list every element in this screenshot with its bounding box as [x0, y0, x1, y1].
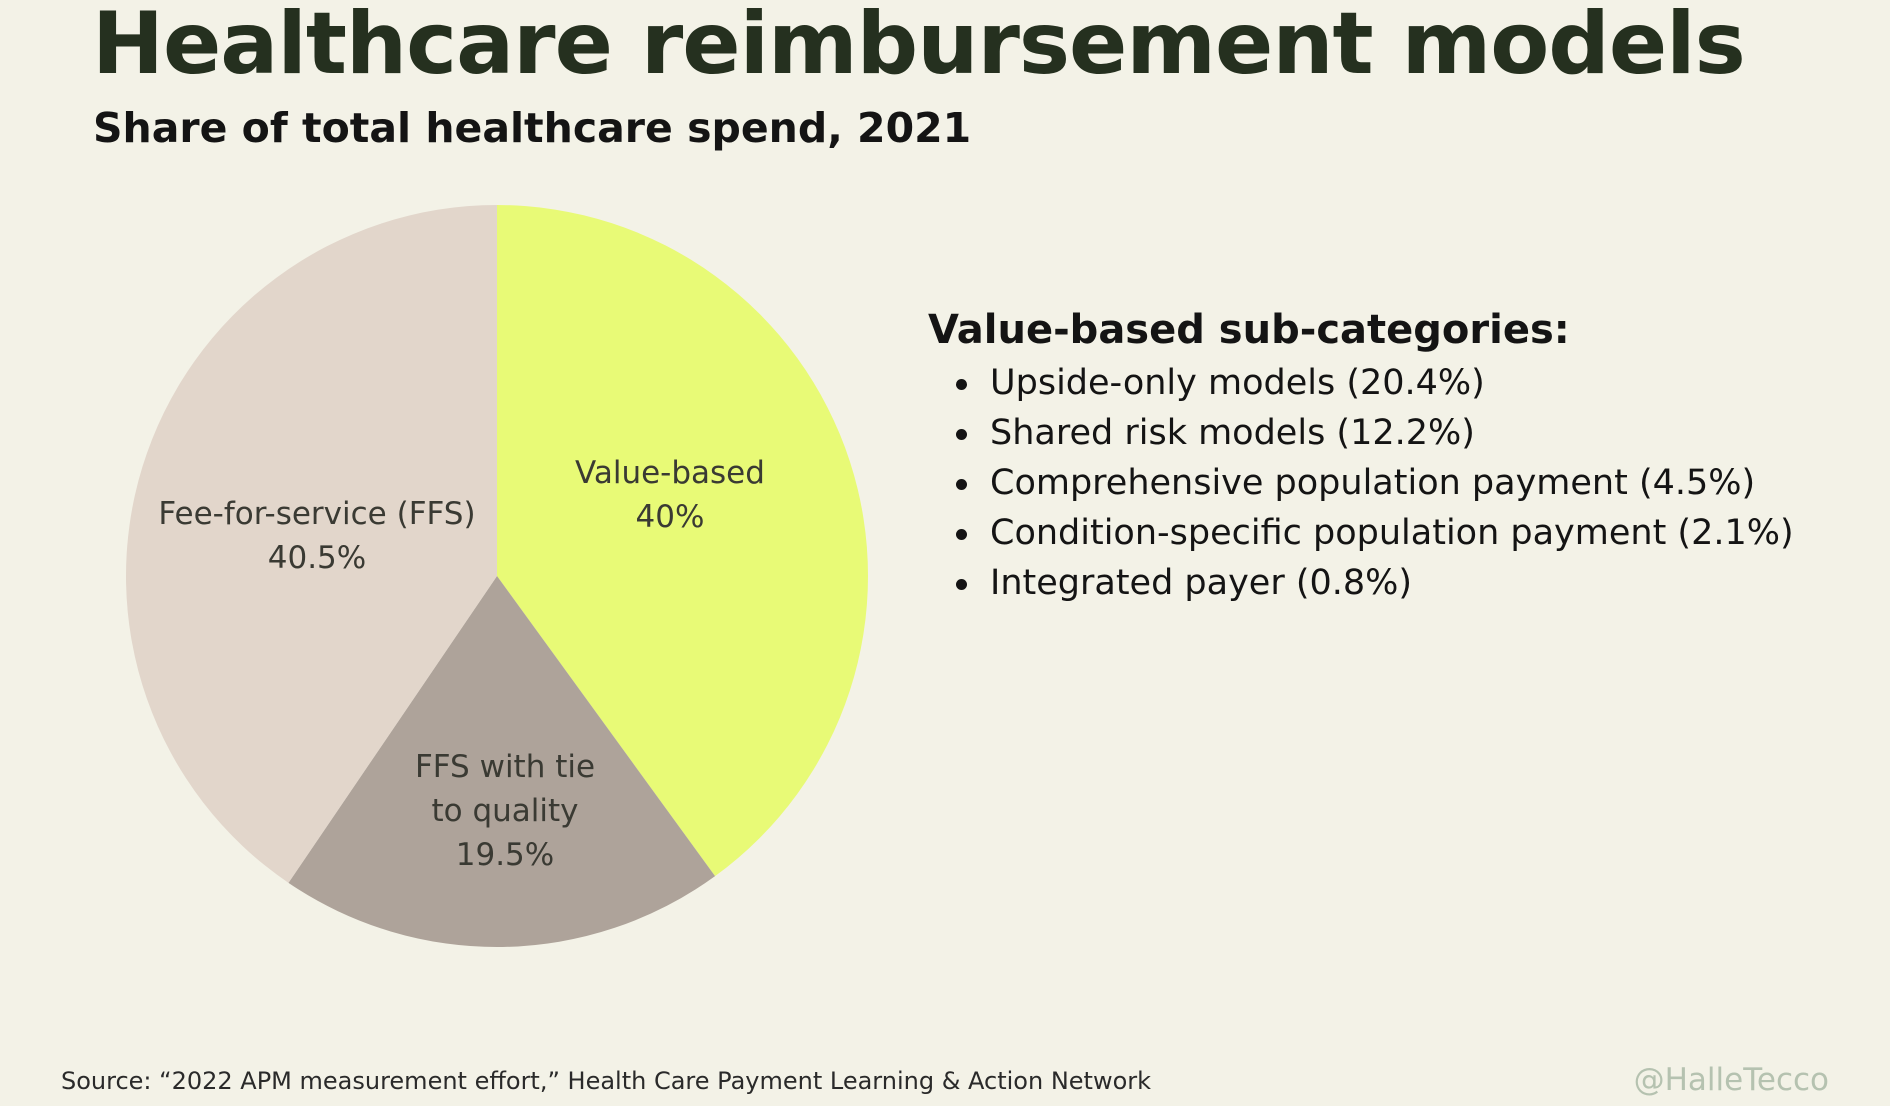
- subcategory-item-integrated-payer: Integrated payer (0.8%): [928, 558, 1794, 608]
- pie-slice-fee-for-service-ffs: [125, 204, 497, 883]
- page-title: Healthcare reimbursement models: [92, 0, 1746, 94]
- subcategories-heading: Value-based sub-categories:: [928, 307, 1570, 353]
- slice-name-label-value-based: Value-based: [575, 455, 765, 491]
- subcategory-item-shared-risk: Shared risk models (12.2%): [928, 408, 1794, 458]
- subcategory-item-comprehensive-population: Comprehensive population payment (4.5%): [928, 458, 1794, 508]
- author-handle: @HalleTecco: [1633, 1062, 1829, 1098]
- subcategories-list: Upside-only models (20.4%) Shared risk m…: [928, 358, 1794, 608]
- slice-value-label-value-based: 40%: [636, 499, 705, 535]
- subcategory-item-upside-only: Upside-only models (20.4%): [928, 358, 1794, 408]
- slice-value-label-fee-for-service-ffs: 40.5%: [268, 540, 366, 576]
- slice-name-label-ffs-with-tie-to-quality: to quality: [431, 793, 578, 829]
- slice-name-label-fee-for-service-ffs: Fee-for-service (FFS): [158, 496, 475, 532]
- pie-slice-ffs-with-tie-to-quality: [288, 576, 716, 947]
- source-note: Source: “2022 APM measurement effort,” H…: [61, 1067, 1152, 1095]
- pie-slice-value-based: [497, 205, 868, 877]
- pie-chart: Value-based 40% FFS with tie to quality 19.5…: [125, 204, 868, 947]
- page-subtitle: Share of total healthcare spend, 2021: [93, 104, 972, 152]
- slice-value-label-ffs-with-tie-to-quality: 19.5%: [456, 837, 554, 873]
- subcategory-item-condition-specific: Condition-specific population payment (2…: [928, 508, 1794, 558]
- slice-name-label-ffs-with-tie-to-quality: FFS with tie: [415, 749, 595, 785]
